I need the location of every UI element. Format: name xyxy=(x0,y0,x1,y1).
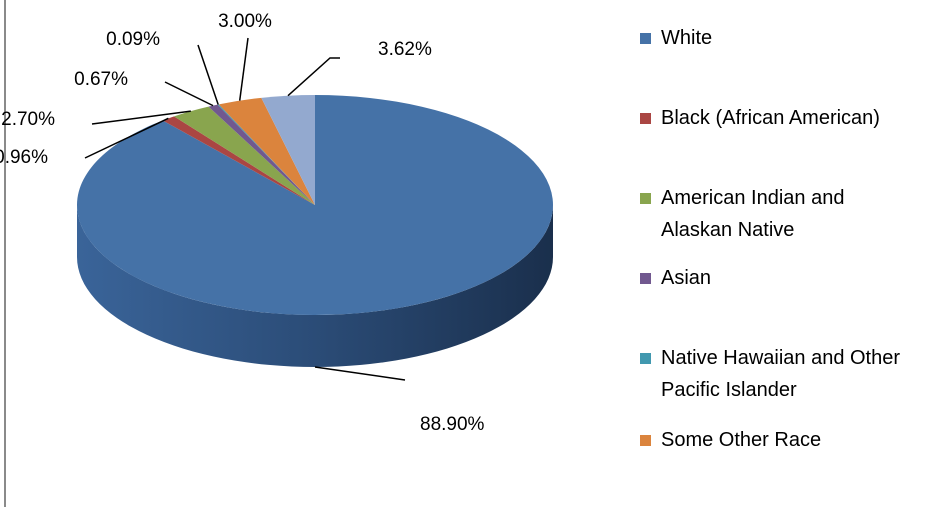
legend-swatch xyxy=(640,273,651,284)
slice xyxy=(174,106,315,205)
slice-side xyxy=(77,205,553,367)
legend-item: Native Hawaiian and Other Pacific Island… xyxy=(640,342,930,406)
leader-line xyxy=(238,37,249,101)
slice xyxy=(162,116,315,205)
data-label: 2.70% xyxy=(1,109,55,130)
leader-line xyxy=(197,44,219,105)
legend-item: Asian xyxy=(640,262,930,294)
data-label: 3.00% xyxy=(218,11,272,32)
leader-line xyxy=(84,117,169,159)
leader-line xyxy=(164,81,214,107)
legend-label: White xyxy=(661,27,713,49)
leader-line xyxy=(314,366,406,381)
data-label: 0.09% xyxy=(106,29,160,50)
legend-label: Native Hawaiian and Other Pacific Island… xyxy=(661,347,901,401)
legend-label: Black (African American) xyxy=(661,107,880,129)
slice xyxy=(261,95,315,205)
legend-swatch xyxy=(640,353,651,364)
data-label: 88.90% xyxy=(420,414,485,435)
data-label: 0.67% xyxy=(74,69,128,90)
legend-item: Some Other Race xyxy=(640,424,930,456)
leader-line xyxy=(287,57,340,97)
slice xyxy=(208,104,315,205)
legend-swatch xyxy=(640,193,651,204)
legend-item: American Indian and Alaskan Native xyxy=(640,182,930,246)
slice xyxy=(217,104,315,205)
legend-label: Some Other Race xyxy=(661,429,822,451)
legend-item: White xyxy=(640,22,930,54)
data-label: 3.62% xyxy=(378,39,432,60)
legend-swatch xyxy=(640,33,651,44)
slice xyxy=(218,97,315,205)
legend-label: American Indian and Alaskan Native xyxy=(661,187,845,241)
legend-label: Asian xyxy=(661,267,712,289)
data-label: 0.96% xyxy=(0,147,48,168)
legend-swatch xyxy=(640,435,651,446)
legend-item: Black (African American) xyxy=(640,102,930,134)
legend-swatch xyxy=(640,113,651,124)
leader-line xyxy=(91,110,191,125)
